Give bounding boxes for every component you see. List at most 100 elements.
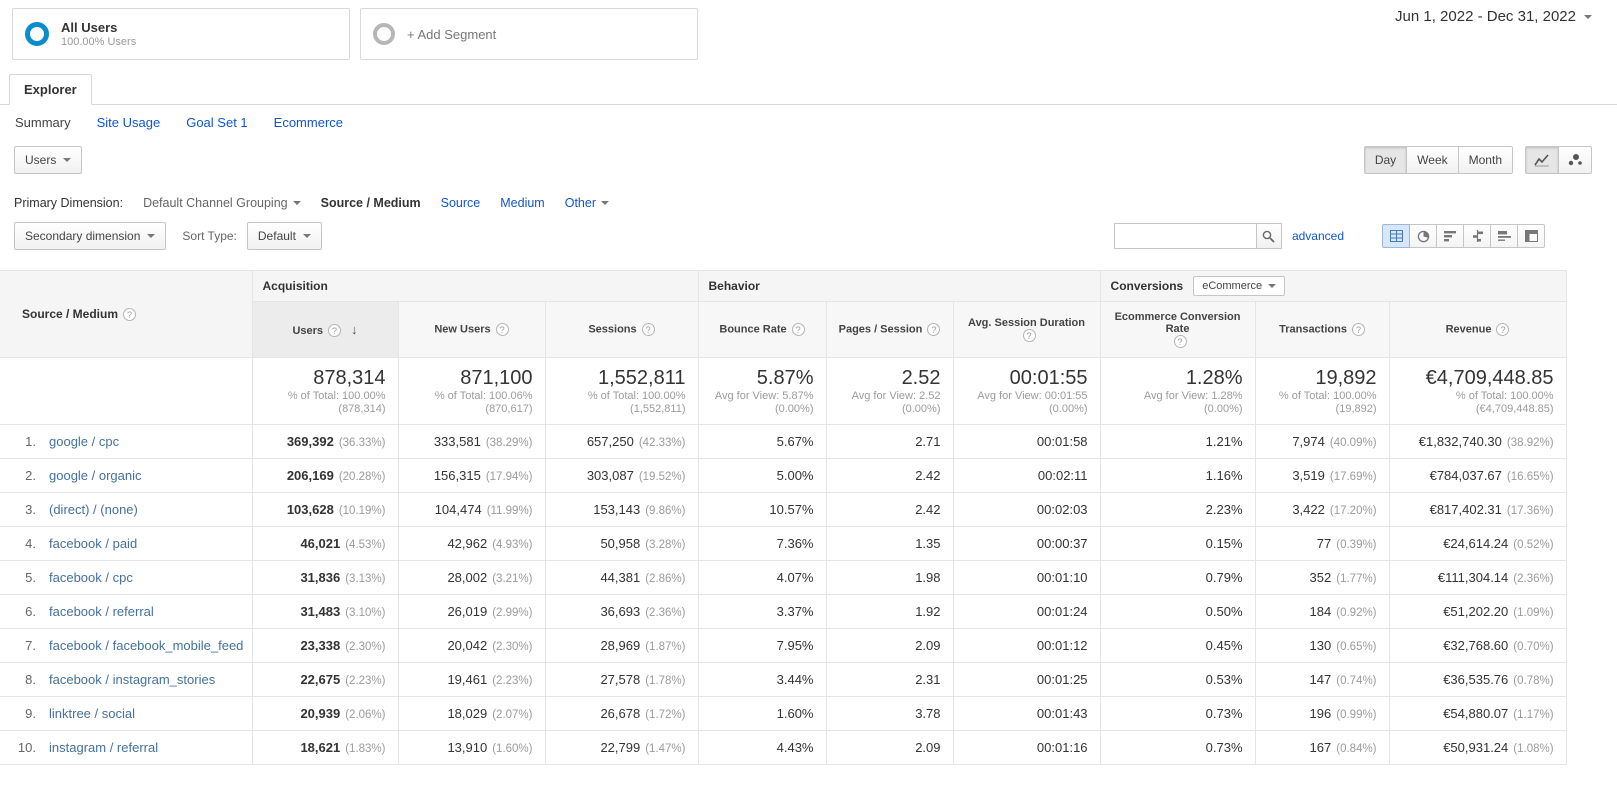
source-medium-cell: 9. linktree / social [0,696,253,731]
segment-all-users[interactable]: All Users 100.00% Users [12,8,350,60]
tab-explorer[interactable]: Explorer [9,74,92,105]
dimension-source[interactable]: Source [440,196,481,210]
table-row[interactable]: 7. facebook / facebook_mobile_feed 23,338… [0,628,1567,663]
source-medium-link[interactable]: facebook / instagram_stories [49,672,216,687]
ecommerce-conversion-rate-cell: 0.73% [1099,730,1256,765]
pivot-view-button[interactable] [1517,224,1545,248]
table-row[interactable]: 6. facebook / referral 31,483 (3.10%) 26,0… [0,594,1567,629]
row-index: 8. [25,672,36,687]
sort-type-dropdown[interactable]: Default [246,222,322,250]
column-header-avg-session-duration[interactable]: Avg. Session Duration [952,301,1101,358]
sort-descending-icon[interactable]: ↓ [351,321,358,337]
column-header-sessions[interactable]: Sessions [544,301,699,358]
table-row[interactable]: 9. linktree / social 20,939 (2.06%) 18,029… [0,696,1567,731]
subtab-summary[interactable]: Summary [15,115,71,130]
chevron-down-icon [1268,284,1277,288]
granularity-day-button[interactable]: Day [1363,146,1408,174]
metric-selector-dropdown[interactable]: Users [14,146,83,174]
date-range-selector[interactable]: Jun 1, 2022 - Dec 31, 2022 [1395,8,1592,25]
help-icon[interactable] [1351,323,1365,336]
subtab-ecommerce[interactable]: Ecommerce [273,115,344,130]
help-icon[interactable] [1022,329,1036,342]
subtab-goal-set-1[interactable]: Goal Set 1 [186,115,248,130]
table-row[interactable]: 1. google / cpc 369,392 (36.33%) 333,581 (3… [0,424,1567,459]
revenue-cell: €51,202.20 (1.09%) [1388,594,1567,629]
total-ecommerce-conversion-rate-cell: 1.28% Avg for View: 1.28% (0.00%) [1099,357,1256,425]
new-users-cell: 333,581 (38.29%) [397,424,546,459]
table-row[interactable]: 5. facebook / cpc 31,836 (3.13%) 28,002 (3.… [0,560,1567,595]
column-header-bounce-rate[interactable]: Bounce Rate [697,301,827,358]
users-cell: 206,169 (20.28%) [251,458,399,493]
add-segment-button[interactable]: + Add Segment [360,8,698,60]
help-icon[interactable] [328,324,342,338]
table-row[interactable]: 2. google / organic 206,169 (20.28%) 156,3… [0,458,1567,493]
source-medium-link[interactable]: instagram / referral [49,740,159,755]
granularity-week-button[interactable]: Week [1406,146,1459,174]
source-medium-link[interactable]: google / organic [49,468,142,483]
users-cell: 20,939 (2.06%) [251,696,399,731]
granularity-month-button[interactable]: Month [1457,146,1513,174]
new-users-cell: 19,461 (2.23%) [397,662,546,697]
percentage-view-button[interactable] [1409,224,1437,248]
dimension-medium[interactable]: Medium [500,196,545,210]
source-medium-cell: 2. google / organic [0,458,253,493]
subtab-site-usage[interactable]: Site Usage [96,115,161,130]
data-table-view-button[interactable] [1382,224,1410,248]
total-pages-session-cell: 2.52 Avg for View: 2.52 (0.00%) [825,357,954,425]
column-header-new-users[interactable]: New Users [397,301,546,358]
help-icon[interactable] [927,323,941,336]
source-medium-link[interactable]: google / cpc [49,434,120,449]
column-header-pages-session[interactable]: Pages / Session [825,301,954,358]
avg-session-duration-cell: 00:00:37 [952,526,1101,561]
search-input[interactable] [1113,223,1256,249]
column-header-transactions[interactable]: Transactions [1254,301,1390,358]
source-medium-link[interactable]: facebook / facebook_mobile_feed [49,638,244,653]
help-icon[interactable] [123,308,137,322]
dimension-source-medium[interactable]: Source / Medium [320,196,421,210]
source-medium-cell: 6. facebook / referral [0,594,253,629]
term-cloud-view-button[interactable] [1490,224,1518,248]
help-icon[interactable] [791,323,805,336]
column-header-users[interactable]: Users↓ [252,301,399,358]
table-row[interactable]: 3. (direct) / (none) 103,628 (10.19%) 104,… [0,492,1567,527]
ecommerce-conversion-rate-cell: 0.45% [1099,628,1256,663]
source-medium-link[interactable]: linktree / social [49,706,135,721]
source-medium-cell: 5. facebook / cpc [0,560,253,595]
conversions-goal-select[interactable]: eCommerce [1193,276,1286,296]
line-chart-icon [1534,154,1549,167]
motion-chart-view-button[interactable] [1558,146,1592,174]
line-chart-view-button[interactable] [1525,146,1559,174]
source-medium-link[interactable]: (direct) / (none) [49,502,138,517]
table-controls: Secondary dimension Sort Type: Default a… [0,212,1617,260]
table-row[interactable]: 4. facebook / paid 46,021 (4.53%) 42,962 (4… [0,526,1567,561]
total-bounce-rate-cell: 5.87% Avg for View: 5.87% (0.00%) [697,357,827,425]
help-icon[interactable] [1173,335,1187,348]
column-header-source-medium[interactable]: Source / Medium [0,270,253,358]
dimension-other[interactable]: Other [565,196,609,210]
help-icon[interactable] [1496,323,1510,336]
group-header-conversions: Conversions eCommerce [1099,270,1567,302]
report-table: Source / Medium Acquisition Behavior Con… [0,270,1617,765]
secondary-dimension-dropdown[interactable]: Secondary dimension [14,222,167,250]
column-header-ecommerce-conversion-rate[interactable]: Ecommerce Conversion Rate [1099,301,1256,358]
source-medium-cell: 3. (direct) / (none) [0,492,253,527]
comparison-view-button[interactable] [1463,224,1491,248]
table-row[interactable]: 8. facebook / instagram_stories 22,675 (2.… [0,662,1567,697]
avg-session-duration-cell: 00:01:10 [952,560,1101,595]
help-icon[interactable] [495,323,509,336]
source-medium-link[interactable]: facebook / cpc [49,570,133,585]
help-icon[interactable] [641,323,655,336]
pages-session-cell: 2.09 [825,628,954,663]
advanced-filter-link[interactable]: advanced [1291,229,1344,243]
dimension-channel-grouping[interactable]: Default Channel Grouping [143,196,301,210]
chevron-down-icon [292,201,301,205]
search-button[interactable] [1255,223,1282,249]
column-header-revenue[interactable]: Revenue [1388,301,1567,358]
ecommerce-conversion-rate-cell: 0.73% [1099,696,1256,731]
performance-view-button[interactable] [1436,224,1464,248]
table-row[interactable]: 10. instagram / referral 18,621 (1.83%) 13… [0,730,1567,765]
source-medium-link[interactable]: facebook / paid [49,536,138,551]
source-medium-link[interactable]: facebook / referral [49,604,154,619]
avg-session-duration-cell: 00:01:25 [952,662,1101,697]
pages-session-cell: 1.92 [825,594,954,629]
